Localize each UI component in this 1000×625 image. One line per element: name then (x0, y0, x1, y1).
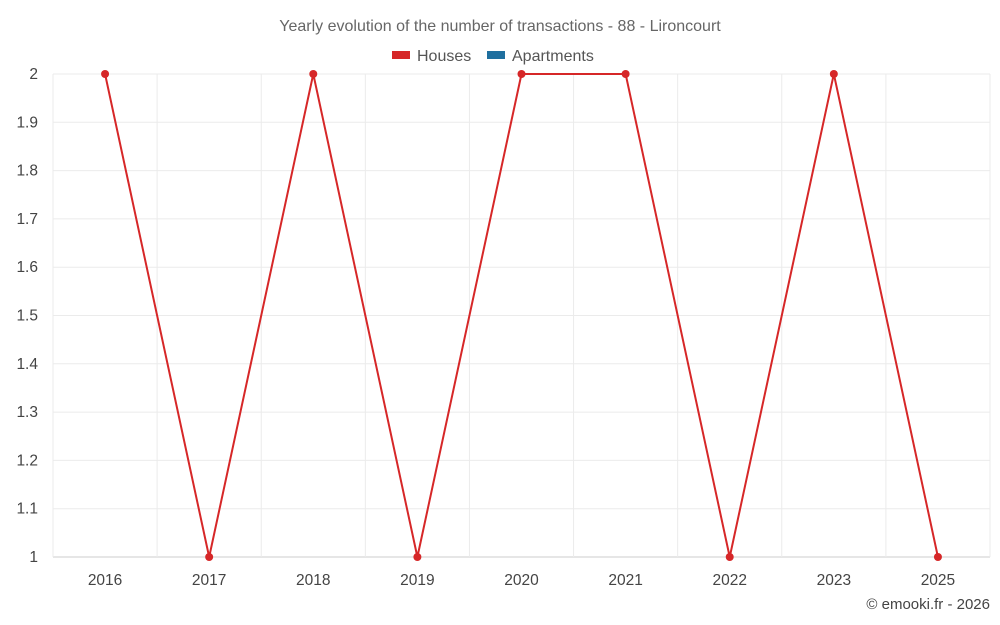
legend-label-houses[interactable]: Houses (417, 48, 471, 65)
data-point[interactable] (309, 70, 318, 78)
x-tick-label: 2021 (608, 572, 642, 589)
x-tick-label: 2022 (712, 572, 746, 589)
y-tick-label: 1.1 (16, 501, 38, 518)
y-tick-label: 1.7 (16, 211, 38, 228)
y-tick-label: 1.2 (16, 452, 38, 469)
data-point[interactable] (829, 70, 838, 78)
x-tick-label: 2017 (192, 572, 226, 589)
x-tick-label: 2018 (296, 572, 330, 589)
y-tick-label: 1.4 (16, 356, 38, 373)
y-tick-label: 1 (29, 549, 38, 566)
y-axis: 1 1.1 1.2 1.3 1.4 1.5 1.6 1.7 1.8 1.9 2 (16, 66, 38, 566)
x-axis: 2016 2017 2018 2019 2020 2021 2022 2023 2025 (88, 572, 955, 589)
data-point[interactable] (725, 553, 734, 561)
credit-text: © emooki.fr - 2026 (866, 596, 990, 613)
y-tick-label: 1.5 (16, 308, 38, 325)
x-tick-label: 2019 (400, 572, 434, 589)
x-tick-label: 2023 (817, 572, 851, 589)
data-point[interactable] (933, 553, 942, 561)
y-tick-label: 1.3 (16, 404, 38, 421)
x-tick-label: 2016 (88, 572, 122, 589)
data-point[interactable] (517, 70, 526, 78)
x-tick-label: 2025 (921, 572, 955, 589)
data-point[interactable] (101, 70, 110, 78)
data-point[interactable] (413, 553, 422, 561)
y-tick-label: 2 (29, 66, 38, 83)
chart-title: Yearly evolution of the number of transa… (279, 18, 721, 35)
legend-swatch-apartments (487, 51, 505, 59)
y-tick-label: 1.6 (16, 259, 38, 276)
y-tick-label: 1.9 (16, 114, 38, 131)
x-tick-label: 2020 (504, 572, 539, 589)
data-point[interactable] (205, 553, 214, 561)
legend-swatch-houses (392, 51, 410, 59)
series-layer (101, 70, 942, 561)
legend: Houses Apartments (392, 48, 594, 65)
data-point[interactable] (621, 70, 630, 78)
y-tick-label: 1.8 (16, 163, 38, 180)
legend-label-apartments[interactable]: Apartments (512, 48, 594, 65)
